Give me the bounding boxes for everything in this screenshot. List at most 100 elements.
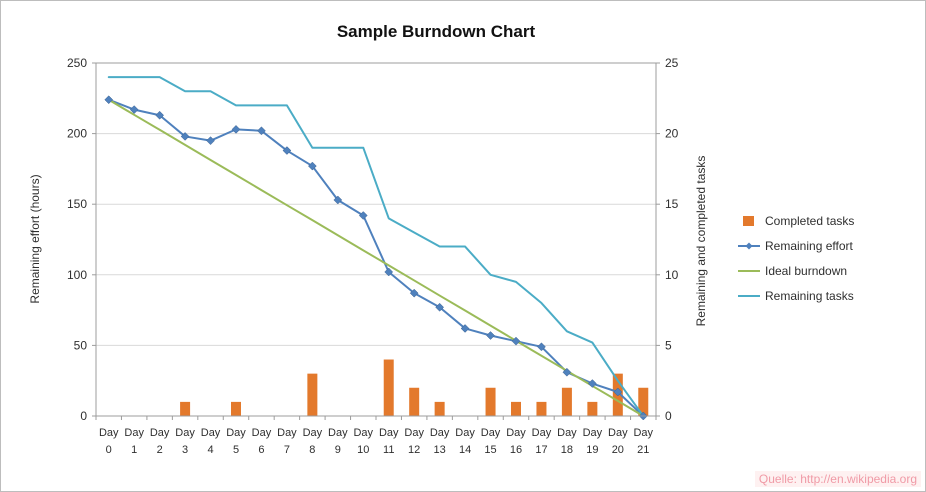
x-axis-tick-label: 10 xyxy=(357,444,369,456)
left-axis-tick-label: 0 xyxy=(80,409,87,423)
diamond-marker-remaining-effort xyxy=(282,146,292,155)
legend-bar-swatch-icon xyxy=(743,216,754,226)
right-axis-tick-label: 20 xyxy=(665,127,679,141)
x-axis-tick-label: Day xyxy=(633,427,653,439)
diamond-marker-remaining-effort xyxy=(460,324,470,333)
left-axis-tick-label: 150 xyxy=(67,197,87,211)
diamond-marker-remaining-effort xyxy=(308,161,317,171)
x-axis-tick-label: Day xyxy=(201,427,221,439)
x-axis-tick-label: 12 xyxy=(408,444,420,456)
x-axis-tick-label: 11 xyxy=(383,444,394,456)
legend-label: Remaining effort xyxy=(765,239,853,253)
right-axis-tick-label: 5 xyxy=(665,338,672,352)
x-axis-tick-label: 1 xyxy=(131,444,137,456)
bar-completed-tasks xyxy=(307,373,318,416)
legend-line-swatch-icon xyxy=(738,242,760,250)
legend-label: Completed tasks xyxy=(765,214,855,228)
legend-item-remaining-tasks: Remaining tasks xyxy=(738,289,854,303)
x-axis-tick-label: Day xyxy=(353,427,373,439)
x-axis-tick-label: 6 xyxy=(258,444,264,456)
legend-item-remaining-effort: Remaining effort xyxy=(738,239,854,253)
x-axis-tick-label: 15 xyxy=(484,444,496,456)
bar-completed-tasks xyxy=(409,387,420,416)
x-axis-tick-label: 13 xyxy=(434,444,446,456)
x-axis-tick-label: 21 xyxy=(637,444,649,456)
x-axis-tick-label: 17 xyxy=(535,444,547,456)
legend-diamond-glyph xyxy=(745,242,753,250)
line-remaining-tasks xyxy=(107,76,645,417)
x-axis-tick-label: Day xyxy=(226,427,246,439)
bar-completed-tasks xyxy=(638,387,649,416)
bar-completed-tasks xyxy=(587,401,598,416)
diamond-marker-remaining-effort xyxy=(613,387,623,397)
right-axis-tick-label: 25 xyxy=(665,56,679,70)
bar-completed-tasks xyxy=(536,401,547,416)
diamond-marker-remaining-effort xyxy=(206,136,215,146)
diamond-marker-remaining-effort xyxy=(180,132,190,141)
diamond-marker-remaining-effort xyxy=(537,342,546,352)
legend: Completed tasks Remaining effort Ideal bur… xyxy=(738,214,854,303)
x-axis-tick-label: 9 xyxy=(335,444,341,456)
diamond-marker-remaining-effort xyxy=(435,302,444,312)
bar-completed-tasks xyxy=(485,387,496,416)
chart-title: Sample Burndown Chart xyxy=(336,22,536,41)
x-axis-tick-label: 8 xyxy=(309,444,315,456)
x-axis-tick-label: Day xyxy=(608,427,628,439)
diamond-marker-remaining-effort xyxy=(384,267,394,277)
legend-line-swatch-icon xyxy=(738,295,760,297)
right-axis-tick-label: 0 xyxy=(665,409,672,423)
legend-item-completed-tasks: Completed tasks xyxy=(738,214,854,228)
x-axis-tick-label: 20 xyxy=(612,444,624,456)
source-watermark: Quelle: http://en.wikipedia.org xyxy=(754,471,921,487)
diamond-marker-remaining-effort xyxy=(409,288,419,298)
diamond-marker-remaining-effort xyxy=(511,336,521,346)
x-axis-tick-label: Day xyxy=(532,427,552,439)
x-axis-tick-label: Day xyxy=(252,427,272,439)
diamond-marker-remaining-effort xyxy=(333,195,343,205)
x-axis-tick-label: Day xyxy=(430,427,450,439)
bar-completed-tasks xyxy=(561,387,572,416)
bar-completed-tasks xyxy=(383,359,394,416)
diamond-marker-remaining-effort xyxy=(155,110,164,120)
x-axis-tick-label: Day xyxy=(99,427,119,439)
legend-line-swatch-icon xyxy=(738,270,760,272)
bar-completed-tasks xyxy=(231,401,241,416)
x-axis-tick-label: 2 xyxy=(157,444,163,456)
x-axis-tick-label: 19 xyxy=(586,444,598,456)
x-axis-tick-label: Day xyxy=(303,427,323,439)
x-axis-tick-label: 5 xyxy=(233,444,239,456)
legend-label: Ideal burndown xyxy=(765,264,848,278)
x-axis-tick-label: 14 xyxy=(459,444,471,456)
left-axis-tick-label: 50 xyxy=(74,338,88,352)
diamond-marker-remaining-effort xyxy=(358,211,368,220)
x-axis-tick-label: Day xyxy=(481,427,501,439)
x-axis-tick-label: 16 xyxy=(510,444,522,456)
x-axis-tick-label: Day xyxy=(150,427,170,439)
diamond-marker-remaining-effort xyxy=(129,105,139,114)
line-ideal-burndown xyxy=(107,98,645,417)
diamond-marker-remaining-effort xyxy=(588,379,597,388)
x-axis-tick-label: 4 xyxy=(207,444,213,456)
diamond-marker-remaining-effort xyxy=(104,95,114,105)
right-axis-tick-label: 10 xyxy=(665,268,679,282)
line-remaining-effort xyxy=(107,98,645,417)
x-axis-tick-label: Day xyxy=(506,427,526,439)
x-axis-tick-label: Day xyxy=(277,427,297,439)
x-axis-tick-label: 7 xyxy=(284,444,290,456)
right-axis-tick-label: 15 xyxy=(665,197,679,211)
plot-border xyxy=(95,62,657,417)
x-axis-tick-label: Day xyxy=(404,427,424,439)
diamond-marker-remaining-effort xyxy=(486,331,495,340)
left-axis-tick-label: 250 xyxy=(67,56,87,70)
left-axis-tick-label: 200 xyxy=(67,127,87,141)
x-axis-tick-label: 18 xyxy=(561,444,573,456)
x-axis-tick-label: 0 xyxy=(106,444,112,456)
x-axis-tick-label: Day xyxy=(557,427,577,439)
x-axis-tick-label: Day xyxy=(175,427,195,439)
x-axis-tick-label: 3 xyxy=(182,444,188,456)
left-axis-tick-label: 100 xyxy=(67,268,87,282)
legend-bar-glyph xyxy=(743,216,754,226)
diamond-marker-remaining-effort xyxy=(231,125,241,134)
